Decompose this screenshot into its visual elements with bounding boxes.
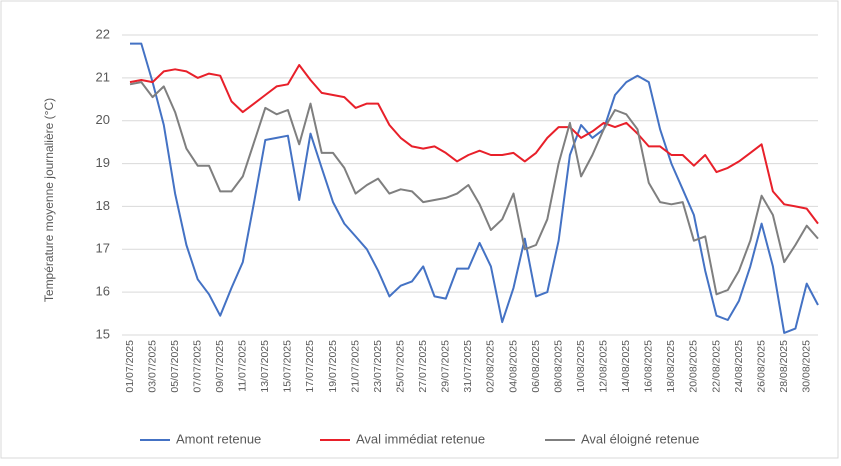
x-tick-label: 21/07/2025 bbox=[349, 340, 361, 393]
x-tick-label: 23/07/2025 bbox=[372, 340, 384, 393]
x-tick-label: 15/07/2025 bbox=[282, 340, 294, 393]
x-tick-label: 01/07/2025 bbox=[124, 340, 136, 393]
x-tick-label: 03/07/2025 bbox=[146, 340, 158, 393]
x-tick-label: 10/08/2025 bbox=[575, 340, 587, 393]
x-tick-label: 18/08/2025 bbox=[665, 340, 677, 393]
x-tick-label: 28/08/2025 bbox=[778, 340, 790, 393]
y-tick-label: 15 bbox=[96, 326, 110, 341]
y-tick-label: 18 bbox=[96, 198, 110, 213]
y-axis-title: Température moyenne journalière (°C) bbox=[42, 98, 56, 302]
x-tick-label: 22/08/2025 bbox=[710, 340, 722, 393]
x-tick-label: 09/07/2025 bbox=[214, 340, 226, 393]
y-tick-label: 21 bbox=[96, 69, 110, 84]
x-tick-label: 16/08/2025 bbox=[643, 340, 655, 393]
series-line bbox=[129, 64, 819, 225]
x-tick-label: 04/08/2025 bbox=[507, 340, 519, 393]
x-tick-label: 29/07/2025 bbox=[440, 340, 452, 393]
x-tick-label: 08/08/2025 bbox=[552, 340, 564, 393]
x-tick-label: 02/08/2025 bbox=[485, 340, 497, 393]
x-tick-label: 26/08/2025 bbox=[755, 340, 767, 393]
y-tick-label: 19 bbox=[96, 155, 110, 170]
series-line bbox=[130, 42, 819, 334]
x-tick-label: 17/07/2025 bbox=[304, 340, 316, 393]
x-tick-label: 30/08/2025 bbox=[801, 340, 813, 393]
x-tick-label: 24/08/2025 bbox=[733, 340, 745, 393]
x-tick-label: 13/07/2025 bbox=[259, 340, 271, 393]
x-tick-label: 25/07/2025 bbox=[394, 340, 406, 393]
y-tick-label: 16 bbox=[96, 284, 110, 299]
legend-label: Aval immédiat retenue bbox=[356, 431, 485, 446]
x-tick-label: 06/08/2025 bbox=[530, 340, 542, 393]
y-tick-label: 20 bbox=[96, 112, 110, 127]
series-line bbox=[129, 81, 819, 296]
x-tick-label: 14/08/2025 bbox=[620, 340, 632, 393]
y-tick-label: 17 bbox=[96, 241, 110, 256]
legend-label: Amont retenue bbox=[176, 431, 261, 446]
y-tick-label: 22 bbox=[96, 26, 110, 41]
x-tick-label: 27/07/2025 bbox=[417, 340, 429, 393]
legend-label: Aval éloigné retenue bbox=[581, 431, 699, 446]
x-tick-label: 31/07/2025 bbox=[462, 340, 474, 393]
x-tick-label: 07/07/2025 bbox=[191, 340, 203, 393]
x-tick-label: 12/08/2025 bbox=[597, 340, 609, 393]
x-tick-label: 11/07/2025 bbox=[237, 340, 249, 392]
x-tick-label: 05/07/2025 bbox=[169, 340, 181, 393]
x-tick-label: 19/07/2025 bbox=[327, 340, 339, 393]
x-tick-label: 20/08/2025 bbox=[688, 340, 700, 393]
